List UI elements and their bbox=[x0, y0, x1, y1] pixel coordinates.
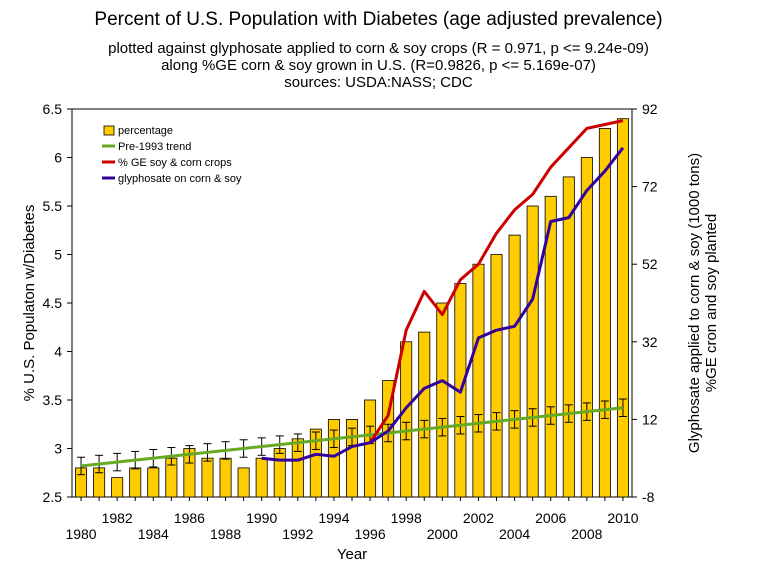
x-tick-label: 1984 bbox=[138, 526, 169, 542]
x-tick-label: 1988 bbox=[210, 526, 241, 542]
x-tick-label: 2000 bbox=[427, 526, 458, 542]
y-tick-label: 3 bbox=[54, 441, 62, 457]
bar bbox=[544, 195, 557, 498]
legend-label-glyphosate: glyphosate on corn & soy bbox=[118, 173, 242, 185]
bar bbox=[273, 448, 286, 498]
bar bbox=[327, 418, 340, 498]
x-axis-label: Year bbox=[337, 546, 367, 563]
bar bbox=[418, 331, 431, 498]
y-tick-label: 6.5 bbox=[43, 101, 63, 117]
x-tick-label: 2010 bbox=[607, 510, 638, 526]
bar bbox=[147, 467, 160, 498]
x-tick-label: 1982 bbox=[102, 510, 133, 526]
bar bbox=[129, 467, 142, 498]
bar bbox=[526, 205, 539, 498]
bar bbox=[309, 428, 322, 498]
legend-label-trend: Pre-1993 trend bbox=[118, 141, 191, 153]
bar bbox=[364, 399, 377, 498]
chart-subtitle-line-1: plotted against glyphosate applied to co… bbox=[108, 40, 649, 57]
x-tick-label: 1998 bbox=[391, 510, 422, 526]
y2-tick-label: -8 bbox=[642, 489, 655, 505]
x-tick-label: 2004 bbox=[499, 526, 530, 542]
x-tick-label: 2002 bbox=[463, 510, 494, 526]
y-tick-label: 6 bbox=[54, 150, 62, 166]
y-tick-label: 4 bbox=[54, 344, 62, 360]
legend-swatch-percentage bbox=[103, 125, 115, 136]
bar bbox=[490, 254, 503, 498]
bar bbox=[436, 302, 449, 498]
bar bbox=[255, 457, 268, 498]
chart-subtitle-line-3: sources: USDA:NASS; CDC bbox=[284, 74, 473, 91]
x-tick-label: 2006 bbox=[535, 510, 566, 526]
y-tick-label: 4.5 bbox=[43, 295, 63, 311]
x-tick-label: 1994 bbox=[318, 510, 349, 526]
y-tick-label: 5.5 bbox=[43, 198, 63, 214]
bar bbox=[616, 118, 629, 498]
bar bbox=[562, 176, 575, 498]
y2-tick-label: 12 bbox=[642, 411, 658, 427]
bar bbox=[508, 234, 521, 498]
bar bbox=[201, 457, 214, 498]
bar bbox=[345, 418, 358, 498]
x-tick-label: 1980 bbox=[65, 526, 96, 542]
bar bbox=[237, 467, 250, 498]
y2-axis-label-line-2: %GE cron and soy planted bbox=[703, 214, 720, 392]
y2-tick-label: 92 bbox=[642, 101, 658, 117]
legend-label-percentage: percentage bbox=[118, 125, 173, 137]
glyphosate-line bbox=[261, 146, 625, 462]
bar bbox=[598, 127, 611, 498]
x-tick-label: 1992 bbox=[282, 526, 313, 542]
bar bbox=[580, 157, 593, 498]
bar bbox=[400, 341, 413, 498]
x-tick-label: 1996 bbox=[354, 526, 385, 542]
y-tick-label: 3.5 bbox=[43, 392, 63, 408]
ge-crops-line bbox=[368, 119, 624, 444]
trend-line bbox=[80, 406, 624, 468]
x-tick-label: 1986 bbox=[174, 510, 205, 526]
chart-title: Percent of U.S. Population with Diabetes… bbox=[94, 9, 663, 30]
chart-subtitle-line-2: along %GE corn & soy grown in U.S. (R=0.… bbox=[161, 57, 596, 74]
y-axis-label: % U.S. Populaton w/Diabetes bbox=[21, 205, 38, 402]
legend-label-ge: % GE soy & corn crops bbox=[118, 157, 232, 169]
y-tick-label: 5 bbox=[54, 247, 62, 263]
y2-axis-label-line-1: Glyphosate applied to corn & soy (1000 t… bbox=[686, 153, 703, 453]
bar bbox=[472, 263, 485, 498]
bar bbox=[111, 477, 124, 498]
x-tick-label: 1990 bbox=[246, 510, 277, 526]
y2-tick-label: 32 bbox=[642, 334, 658, 350]
y2-tick-label: 72 bbox=[642, 179, 658, 195]
x-tick-label: 2008 bbox=[571, 526, 602, 542]
bar bbox=[219, 457, 232, 498]
y2-tick-label: 52 bbox=[642, 256, 658, 272]
y-tick-label: 2.5 bbox=[43, 489, 63, 505]
